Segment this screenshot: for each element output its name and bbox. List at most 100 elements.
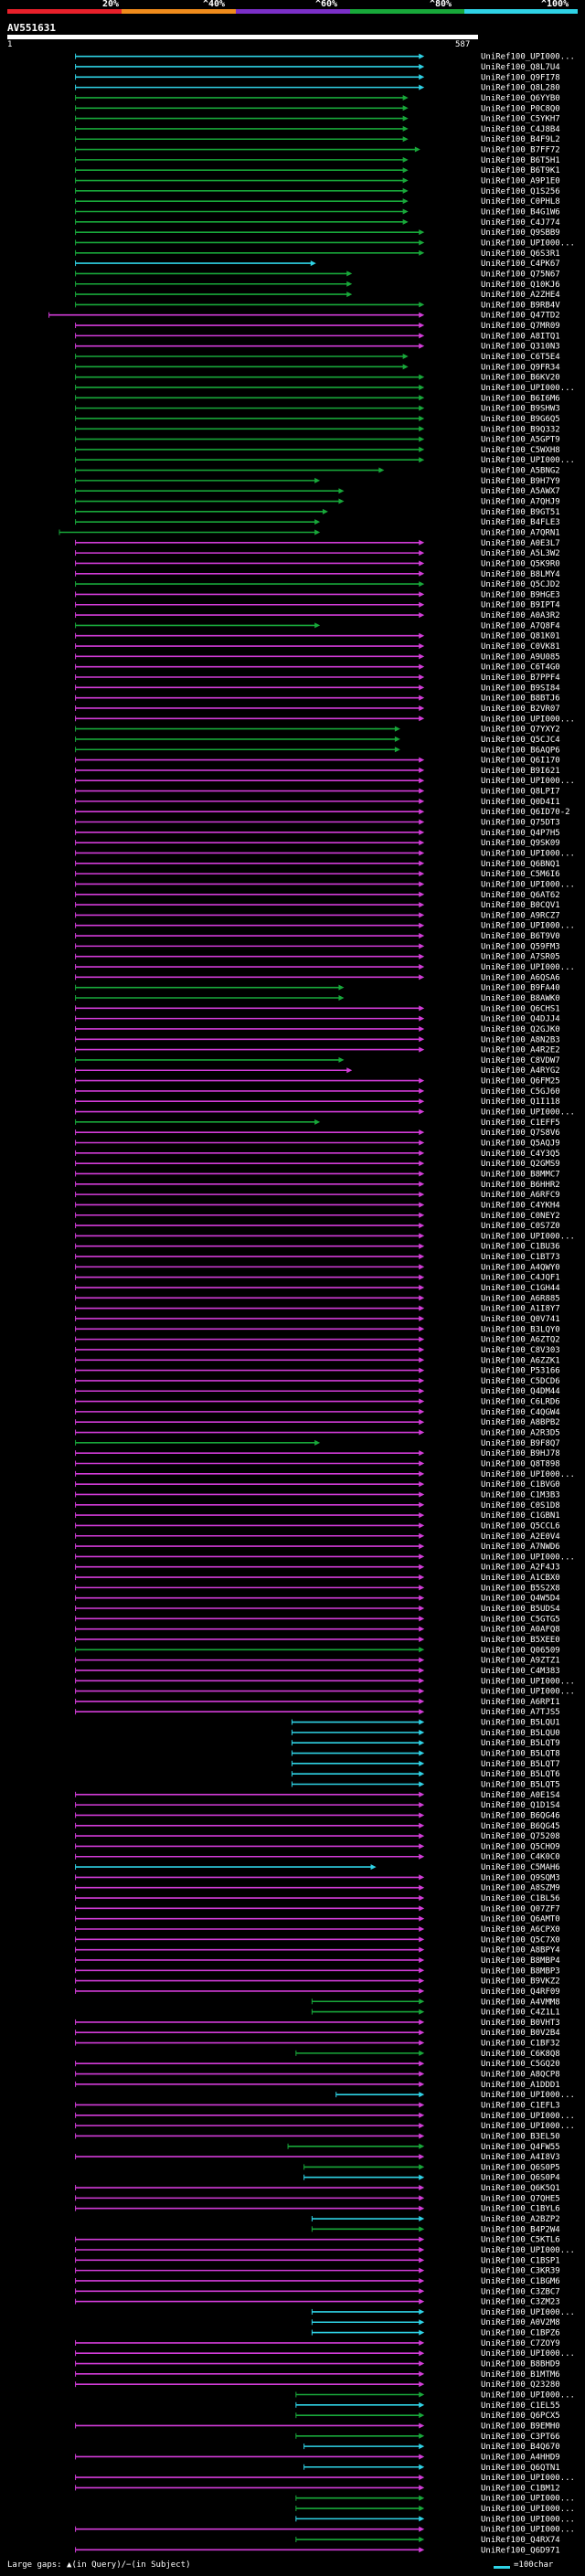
- hit-label-link[interactable]: UniRef100_UPI000...: [481, 2246, 575, 2255]
- hit-row[interactable]: UniRef100_B6HHR2: [75, 1181, 560, 1190]
- hit-label-link[interactable]: UniRef100_B3EL50: [481, 2132, 560, 2141]
- hit-row[interactable]: UniRef100_C4M383: [75, 1667, 560, 1676]
- hit-row[interactable]: UniRef100_Q59FM3: [75, 942, 560, 951]
- hit-row[interactable]: UniRef100_UPI000...: [75, 2349, 575, 2359]
- hit-row[interactable]: UniRef100_B3EL50: [75, 2132, 560, 2141]
- hit-label-link[interactable]: UniRef100_A9ZTZ1: [481, 1657, 560, 1666]
- hit-label-link[interactable]: UniRef100_B8LMY4: [481, 570, 560, 579]
- hit-label-link[interactable]: UniRef100_Q6S0P4: [481, 2174, 560, 2183]
- hit-label-link[interactable]: UniRef100_B9FA40: [481, 984, 560, 993]
- hit-label-link[interactable]: UniRef100_Q6ID70-2: [481, 808, 570, 817]
- hit-row[interactable]: UniRef100_B9H7Y9: [75, 477, 560, 486]
- hit-label-link[interactable]: UniRef100_C1BT73: [481, 1253, 560, 1262]
- hit-label-link[interactable]: UniRef100_A1I8Y7: [481, 1305, 560, 1314]
- hit-label-link[interactable]: UniRef100_Q4P7H5: [481, 829, 560, 838]
- hit-row[interactable]: UniRef100_B4G1W6: [75, 207, 560, 217]
- hit-label-link[interactable]: UniRef100_A4HHD9: [481, 2453, 560, 2462]
- hit-row[interactable]: UniRef100_B2VR07: [75, 705, 560, 714]
- hit-label-link[interactable]: UniRef100_UPI000...: [481, 2526, 575, 2535]
- hit-row[interactable]: UniRef100_C1BF32: [75, 2040, 560, 2049]
- hit-label-link[interactable]: UniRef100_A0E3L7: [481, 539, 560, 548]
- hit-row[interactable]: UniRef100_C1GBN1: [75, 1511, 560, 1521]
- hit-row[interactable]: UniRef100_A6QSA6: [75, 973, 560, 982]
- hit-label-link[interactable]: UniRef100_Q6S3R1: [481, 249, 560, 259]
- hit-row[interactable]: UniRef100_UPI000...: [75, 849, 575, 858]
- hit-label-link[interactable]: UniRef100_UPI000...: [481, 1677, 575, 1686]
- hit-label-link[interactable]: UniRef100_C3ZM23: [481, 2298, 560, 2307]
- hit-row[interactable]: UniRef100_Q6AT62: [75, 891, 560, 900]
- hit-label-link[interactable]: UniRef100_C1BPZ6: [481, 2329, 560, 2338]
- hit-label-link[interactable]: UniRef100_A9RCZ7: [481, 911, 560, 920]
- hit-row[interactable]: UniRef100_B5UDS4: [75, 1605, 560, 1614]
- hit-row[interactable]: UniRef100_A0V2M8: [311, 2318, 560, 2327]
- hit-label-link[interactable]: UniRef100_C6T5E4: [481, 353, 560, 362]
- hit-row[interactable]: UniRef100_C4Y3Q5: [75, 1150, 560, 1159]
- hit-label-link[interactable]: UniRef100_A7TJS5: [481, 1708, 560, 1717]
- hit-row[interactable]: UniRef100_B3LQY0: [75, 1325, 560, 1334]
- hit-row[interactable]: UniRef100_B9Q332: [75, 425, 560, 434]
- hit-label-link[interactable]: UniRef100_A5BNG2: [481, 467, 560, 476]
- hit-row[interactable]: UniRef100_Q4W5D4: [75, 1595, 560, 1604]
- hit-row[interactable]: UniRef100_B5XEE0: [75, 1636, 560, 1645]
- hit-row[interactable]: UniRef100_A5AWX7: [75, 487, 560, 496]
- hit-label-link[interactable]: UniRef100_C4PK67: [481, 260, 560, 269]
- hit-label-link[interactable]: UniRef100_C1BM12: [481, 2484, 560, 2493]
- hit-row[interactable]: UniRef100_Q2GMS9: [75, 1160, 560, 1169]
- hit-label-link[interactable]: UniRef100_Q59FM3: [481, 942, 560, 951]
- hit-label-link[interactable]: UniRef100_A6ZZK1: [481, 1356, 560, 1365]
- hit-row[interactable]: UniRef100_C0S7Z0: [75, 1222, 560, 1231]
- hit-row[interactable]: UniRef100_C4J8B4: [75, 125, 560, 134]
- hit-row[interactable]: UniRef100_B5LQT5: [291, 1780, 560, 1789]
- hit-label-link[interactable]: UniRef100_C8VDW7: [481, 1056, 560, 1065]
- hit-label-link[interactable]: UniRef100_A5AWX7: [481, 487, 560, 496]
- hit-label-link[interactable]: UniRef100_B9F8Q7: [481, 1439, 560, 1448]
- hit-label-link[interactable]: UniRef100_B3LQY0: [481, 1325, 560, 1334]
- hit-label-link[interactable]: UniRef100_B8MMC7: [481, 1170, 560, 1179]
- hit-label-link[interactable]: UniRef100_UPI000...: [481, 963, 575, 972]
- hit-row[interactable]: UniRef100_B1MTM6: [75, 2370, 560, 2380]
- hit-row[interactable]: UniRef100_A2E0V4: [75, 1532, 560, 1542]
- hit-row[interactable]: UniRef100_A4RYG2: [75, 1066, 560, 1076]
- hit-label-link[interactable]: UniRef100_C5KTL6: [481, 2236, 560, 2245]
- hit-row[interactable]: UniRef100_B5LQU1: [291, 1719, 560, 1728]
- hit-label-link[interactable]: UniRef100_C0NEY2: [481, 1212, 560, 1221]
- hit-label-link[interactable]: UniRef100_A8BPY4: [481, 1946, 560, 1956]
- hit-row[interactable]: UniRef100_Q4DM44: [75, 1387, 560, 1396]
- hit-row[interactable]: UniRef100_Q9SQM3: [75, 1873, 560, 1882]
- hit-label-link[interactable]: UniRef100_Q81K01: [481, 632, 560, 641]
- hit-row[interactable]: UniRef100_B8BTJ6: [75, 694, 560, 704]
- hit-label-link[interactable]: UniRef100_B5LQT6: [481, 1770, 560, 1779]
- hit-label-link[interactable]: UniRef100_Q10KJ6: [481, 281, 560, 290]
- hit-label-link[interactable]: UniRef100_A8N2B3: [481, 1035, 560, 1044]
- hit-label-link[interactable]: UniRef100_B8BTJ6: [481, 694, 560, 704]
- hit-label-link[interactable]: UniRef100_C5M6I6: [481, 870, 560, 879]
- hit-label-link[interactable]: UniRef100_A6CPX0: [481, 1925, 560, 1935]
- hit-row[interactable]: UniRef100_C1BL56: [75, 1894, 560, 1903]
- hit-row[interactable]: UniRef100_A7SR05: [75, 953, 560, 962]
- hit-label-link[interactable]: UniRef100_C1BL56: [481, 1894, 560, 1903]
- hit-row[interactable]: UniRef100_B0V2B4: [75, 2029, 560, 2038]
- hit-row[interactable]: UniRef100_C5GTG5: [75, 1615, 560, 1624]
- hit-label-link[interactable]: UniRef100_B4P2W4: [481, 2225, 560, 2234]
- hit-row[interactable]: UniRef100_A1DDD1: [75, 2081, 560, 2090]
- hit-row[interactable]: UniRef100_A0AFQ8: [75, 1626, 560, 1635]
- hit-label-link[interactable]: UniRef100_C1BYL6: [481, 2205, 560, 2214]
- hit-label-link[interactable]: UniRef100_A6R885: [481, 1294, 560, 1303]
- hit-row[interactable]: UniRef100_B9IPT4: [75, 601, 560, 610]
- hit-row[interactable]: UniRef100_Q47TD2: [48, 312, 560, 321]
- hit-label-link[interactable]: UniRef100_Q4RX74: [481, 2536, 560, 2545]
- hit-label-link[interactable]: UniRef100_A6QSA6: [481, 973, 560, 982]
- hit-row[interactable]: UniRef100_B8MMC7: [75, 1170, 560, 1179]
- hit-label-link[interactable]: UniRef100_UPI000...: [481, 2349, 575, 2359]
- hit-label-link[interactable]: UniRef100_Q6AMT0: [481, 1915, 560, 1924]
- hit-label-link[interactable]: UniRef100_C1BGM6: [481, 2277, 560, 2286]
- hit-row[interactable]: UniRef100_B9GT51: [75, 508, 560, 517]
- hit-label-link[interactable]: UniRef100_UPI000...: [481, 239, 575, 248]
- hit-row[interactable]: UniRef100_Q6S3R1: [75, 249, 560, 259]
- hit-label-link[interactable]: UniRef100_Q1D1S4: [481, 1801, 560, 1810]
- hit-label-link[interactable]: UniRef100_UPI000...: [481, 2391, 575, 2401]
- hit-label-link[interactable]: UniRef100_Q5C7X0: [481, 1935, 560, 1945]
- hit-row[interactable]: UniRef100_C6T4G0: [75, 663, 560, 673]
- hit-row[interactable]: UniRef100_A8N2B3: [75, 1035, 560, 1044]
- hit-row[interactable]: UniRef100_A6R885: [75, 1294, 560, 1303]
